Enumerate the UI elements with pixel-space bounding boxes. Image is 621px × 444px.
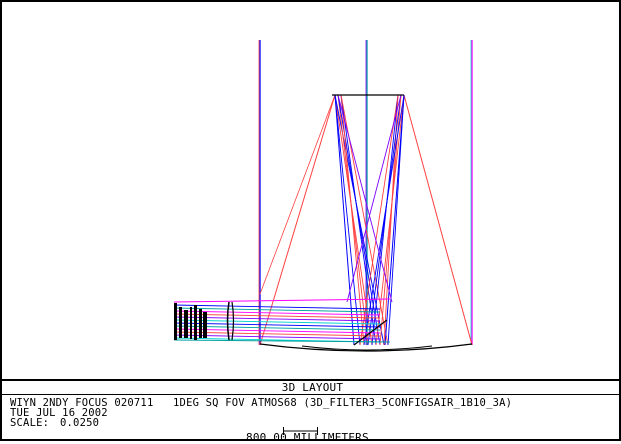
ray-line <box>340 94 377 346</box>
ray-line <box>334 94 355 346</box>
scale-label: SCALE: <box>10 417 50 429</box>
folded-beam <box>173 334 381 340</box>
ray-traces <box>173 40 473 346</box>
folded-beam <box>173 307 381 313</box>
folded-beam <box>173 325 381 331</box>
fold-mirror <box>353 319 388 346</box>
ray-line <box>340 94 365 346</box>
folded-beam <box>173 339 391 343</box>
folded-beam <box>173 298 391 303</box>
ray-line <box>259 94 336 295</box>
plot-title: 3D LAYOUT <box>281 381 344 394</box>
primary-mirror-inner <box>301 345 433 351</box>
folded-beam <box>173 316 381 322</box>
optical-surfaces <box>174 94 473 352</box>
ray-line <box>367 94 402 346</box>
scale-bar <box>283 427 318 435</box>
ray-line <box>334 94 373 346</box>
info-line-1: WIYN 2NDY FOCUS 020711 1DEG SQ FOV ATMOS… <box>10 397 513 409</box>
scale-bar-label: 800.00 MILLIMETERS <box>246 431 369 444</box>
folded-beam <box>173 328 381 334</box>
ray-line <box>334 94 361 346</box>
primary-mirror <box>259 343 473 352</box>
scale-value: 0.0250 <box>60 417 100 429</box>
ray-line <box>384 94 405 346</box>
lens-stack <box>174 301 235 341</box>
ray-line <box>359 94 399 346</box>
ray-line <box>403 94 473 346</box>
folded-beam <box>173 304 381 310</box>
folded-beam <box>173 310 381 316</box>
ray-line <box>337 94 393 303</box>
title-divider <box>2 394 621 395</box>
ray-line <box>346 94 402 303</box>
folded-beam <box>173 313 381 319</box>
folded-beam <box>173 322 381 328</box>
ray-line <box>371 94 399 346</box>
ray-line <box>375 94 405 346</box>
folded-beam <box>173 319 381 325</box>
ray-line <box>337 94 369 346</box>
ray-line <box>363 94 405 346</box>
optical-layout-diagram <box>173 40 473 352</box>
folded-beam <box>173 331 381 337</box>
info-line-2: TUE JUL 16 2002 <box>10 407 108 419</box>
title-block: 3D LAYOUT WIYN 2NDY FOCUS 020711 1DEG SQ… <box>2 379 621 443</box>
ray-line <box>259 94 336 346</box>
